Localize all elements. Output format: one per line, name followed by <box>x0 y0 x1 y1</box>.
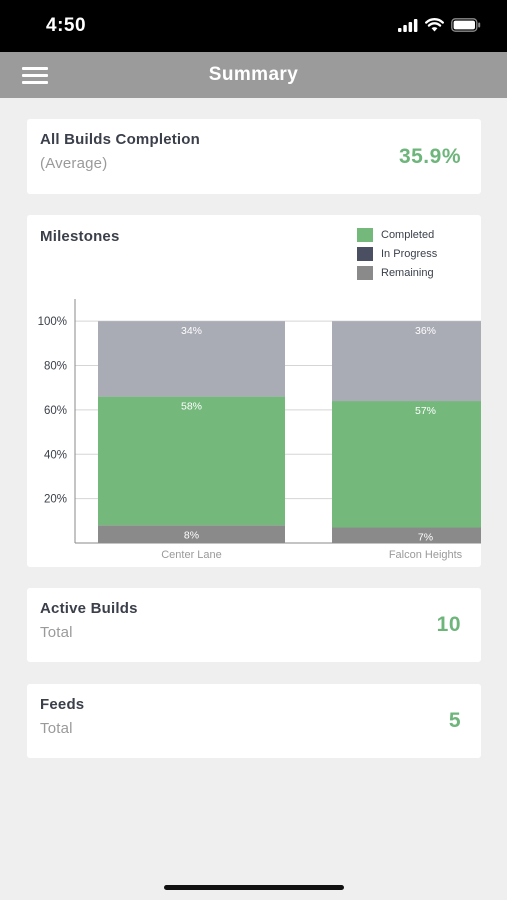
wifi-icon <box>425 18 444 32</box>
legend-label-in-progress: In Progress <box>381 247 438 260</box>
milestones-card: Milestones Completed In Progress Remaini… <box>27 215 481 567</box>
feeds-card: Feeds Total 5 <box>27 684 481 758</box>
cellular-signal-icon <box>398 18 418 32</box>
feeds-subtitle: Total <box>40 720 73 737</box>
completion-title: All Builds Completion <box>40 131 201 148</box>
data-label: 58% <box>181 401 202 413</box>
nav-bar: Summary <box>0 52 507 98</box>
completion-subtitle: (Average) <box>40 155 108 172</box>
legend-label-remaining: Remaining <box>381 266 434 279</box>
bar-segment <box>98 525 285 543</box>
legend-label-completed: Completed <box>381 228 435 241</box>
legend-swatch-remaining <box>357 265 373 280</box>
legend-swatch-in-progress <box>357 246 373 261</box>
legend-item-completed: Completed <box>357 225 437 244</box>
feeds-value: 5 <box>448 709 461 732</box>
milestones-title: Milestones <box>40 228 120 245</box>
x-tick-label: Falcon Heights <box>389 549 463 561</box>
home-indicator <box>164 885 344 890</box>
y-tick-label: 60% <box>44 405 67 417</box>
y-tick-label: 20% <box>44 494 67 506</box>
battery-icon <box>451 18 481 32</box>
milestones-chart: 20% 40% 60% 80% 100% 8% 58% 34% Center Lane 7% 57%… <box>38 299 481 561</box>
page-title: Summary <box>208 64 299 85</box>
x-tick-label: Center Lane <box>161 549 222 561</box>
data-label: 34% <box>181 325 202 337</box>
completion-value: 35.9% <box>398 145 461 168</box>
completion-card: All Builds Completion (Average) 35.9% <box>27 119 481 194</box>
data-label: 36% <box>415 325 436 337</box>
bar-segment <box>332 401 481 528</box>
data-label: 57% <box>415 405 436 417</box>
bar-segment <box>332 321 481 402</box>
legend-swatch-completed <box>357 227 373 242</box>
active-builds-value: 10 <box>436 613 461 636</box>
hamburger-menu-icon[interactable] <box>22 67 48 84</box>
status-icons <box>398 16 481 34</box>
bar-segment <box>98 396 285 526</box>
bar-segment <box>332 527 481 543</box>
chart-legend: Completed In Progress Remaining <box>357 225 437 282</box>
active-builds-subtitle: Total <box>40 624 73 641</box>
active-builds-title: Active Builds <box>40 600 138 617</box>
y-tick-label: 80% <box>44 361 67 373</box>
legend-item-remaining: Remaining <box>357 263 437 282</box>
y-tick-label: 40% <box>44 449 67 461</box>
feeds-title: Feeds <box>40 696 85 713</box>
data-label: 7% <box>418 531 433 543</box>
bar-segment <box>98 321 285 397</box>
legend-item-in-progress: In Progress <box>357 244 437 263</box>
status-bar: 4:50 <box>0 0 507 52</box>
active-builds-card: Active Builds Total 10 <box>27 588 481 662</box>
status-time: 4:50 <box>46 15 87 36</box>
y-tick-label: 100% <box>38 316 67 328</box>
data-label: 8% <box>184 529 199 541</box>
